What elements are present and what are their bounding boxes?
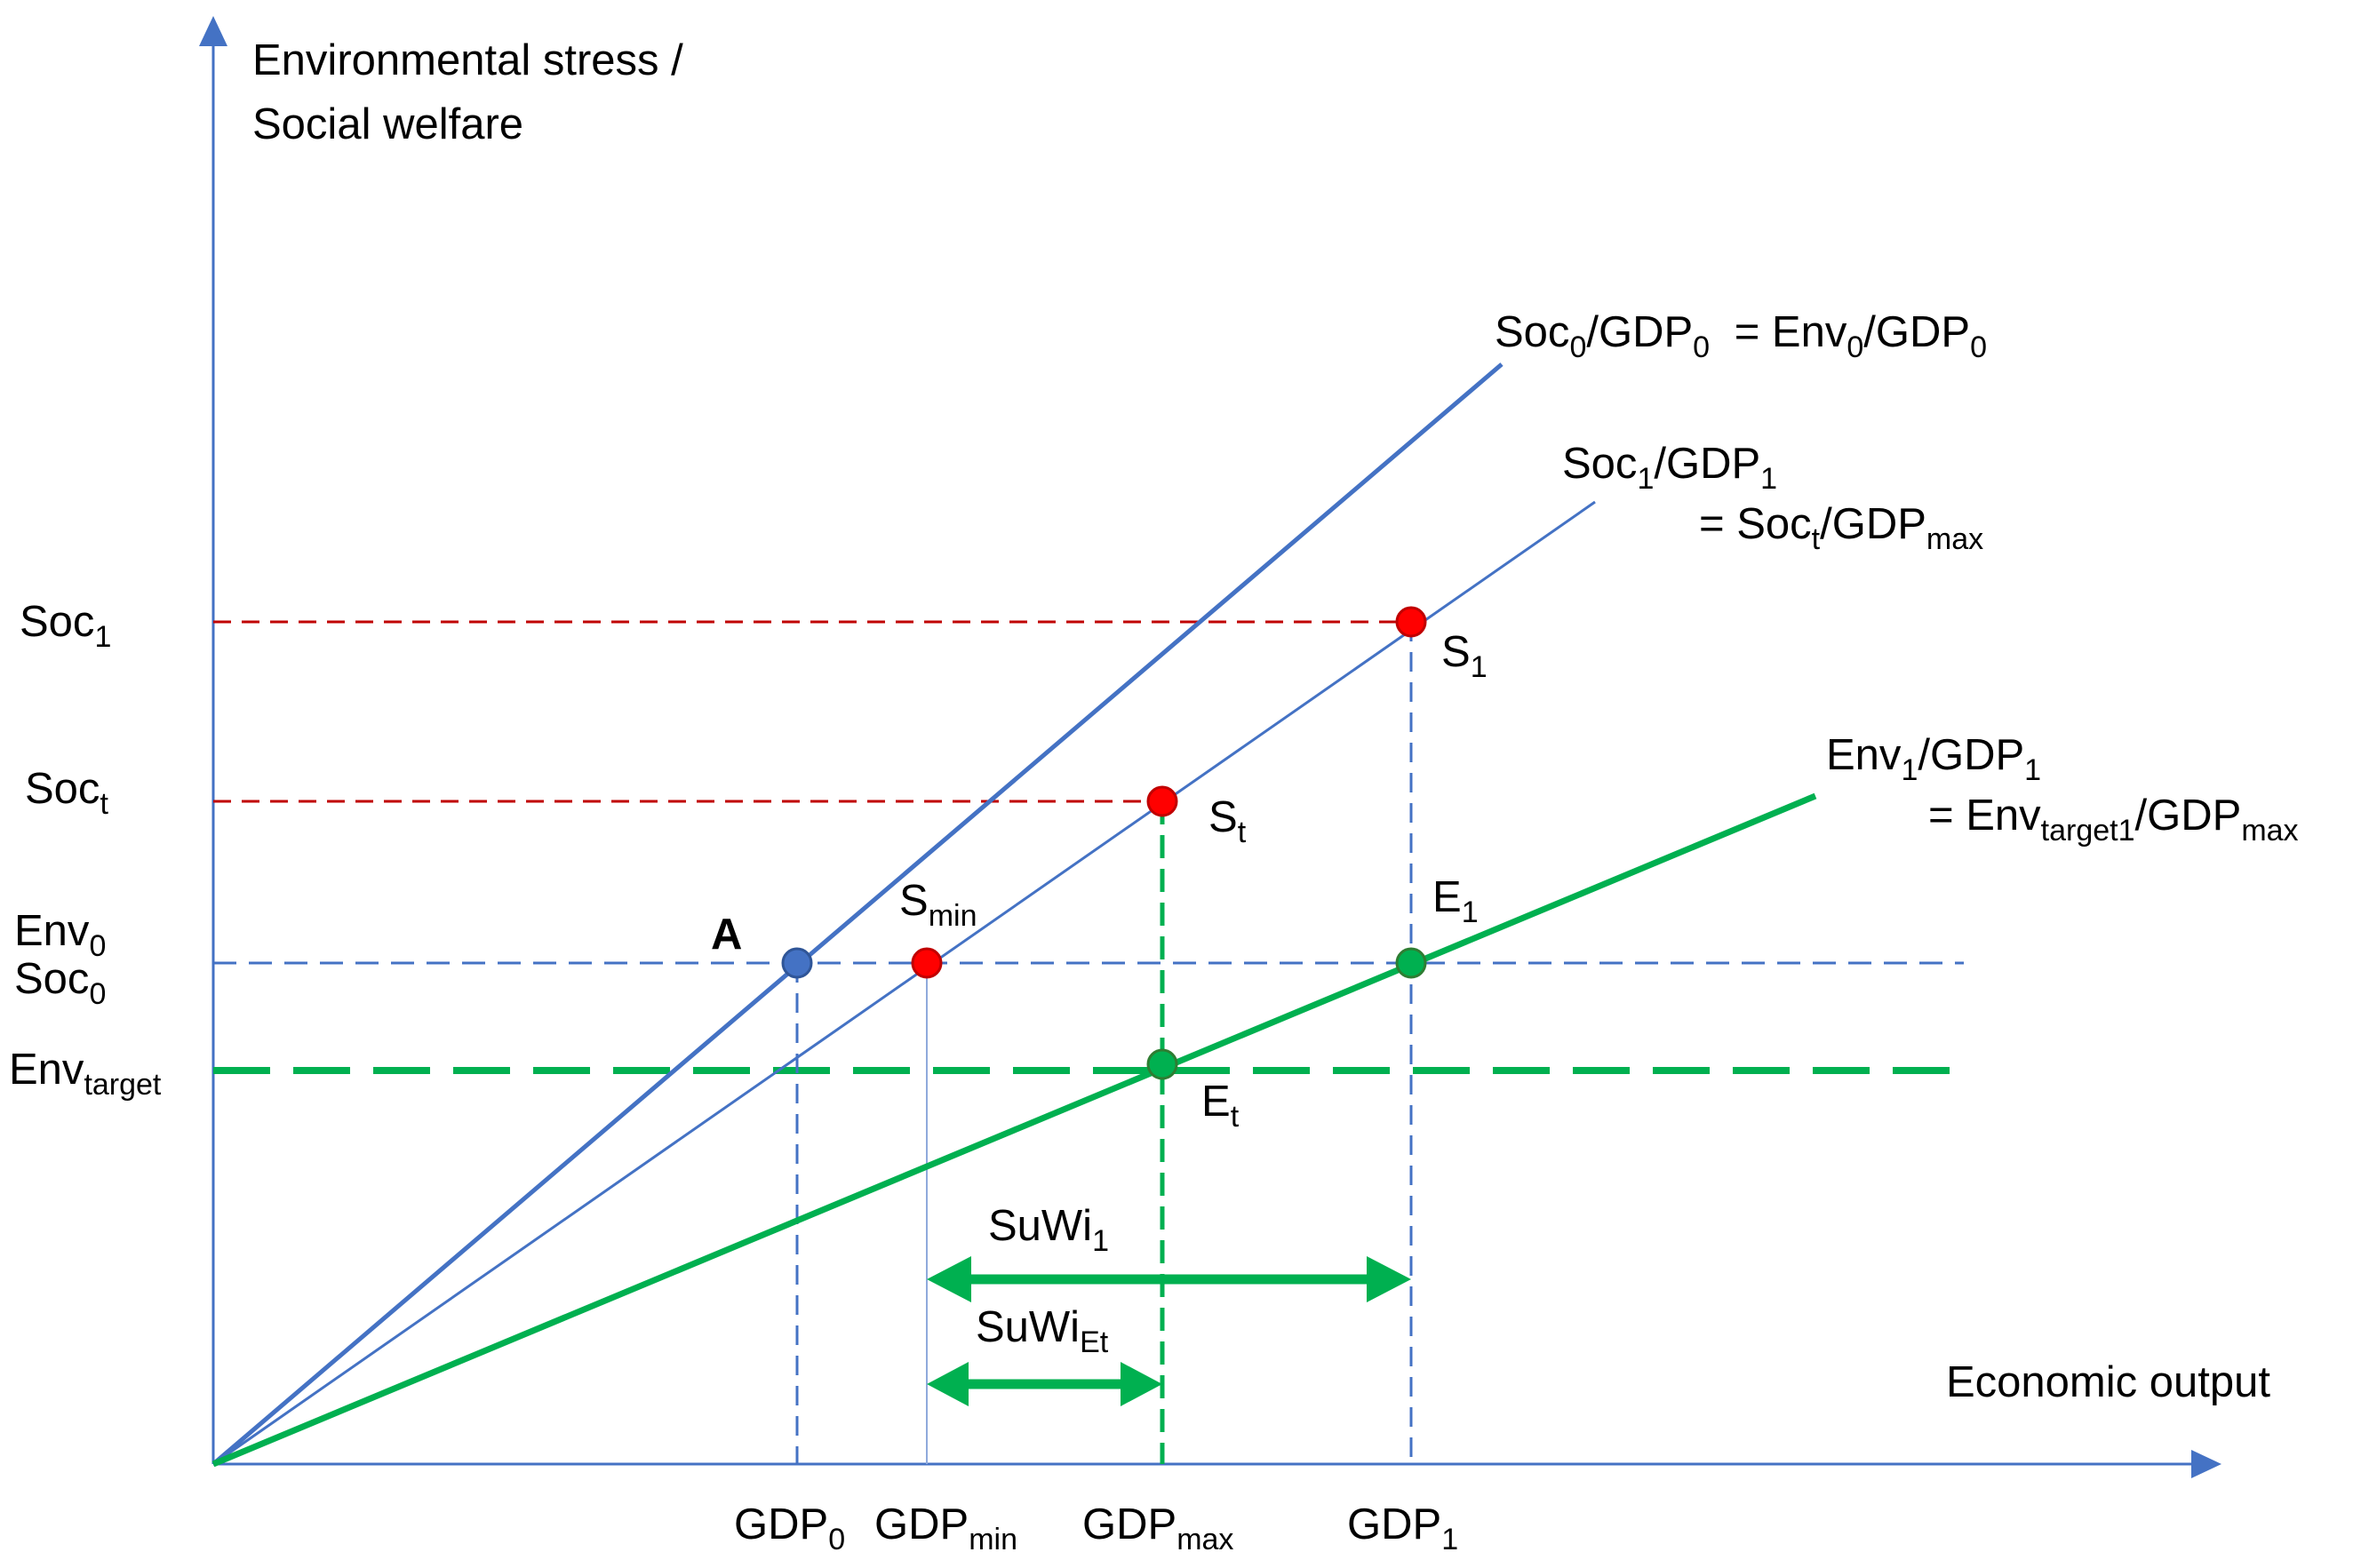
suwi1-double-arrow [927,1256,1411,1302]
env1-ray-label: Env1/GDP1 [1826,731,2041,787]
point-st [1146,785,1178,817]
y-axis-title-line2: Social welfare [252,100,523,148]
x-axis-title: Economic output [1946,1358,2270,1406]
soc0-env0-ray [211,362,1504,1466]
y-label-soc0: Soc0 [14,955,106,1011]
y-label-env0: Env0 [14,907,106,963]
y-axis-arrowhead [199,16,227,46]
point-smin [911,947,943,979]
point-a-label: A [711,911,742,959]
x-label-gdp1: GDP1 [1347,1500,1458,1556]
y-axis-title-line1: Environmental stress / [252,36,683,84]
x-axis-arrowhead [2191,1450,2221,1478]
point-e1 [1395,947,1427,979]
soc1-ray-label: Soc1/GDP1 [1562,440,1777,496]
y-label-envtarget: Envtarget [9,1046,162,1102]
soct-ray-label: = Soct/GDPmax [1699,500,1983,556]
point-et [1146,1048,1178,1080]
envtarget-ray-label: = Envtarget1/GDPmax [1928,792,2299,848]
point-smin-label: Smin [899,877,977,933]
x-label-gdpmin: GDPmin [874,1500,1017,1556]
suwi1-label: SuWi1 [988,1202,1109,1258]
point-st-label: St [1208,793,1247,849]
x-label-gdp0: GDP0 [734,1500,845,1556]
point-et-label: Et [1201,1078,1240,1134]
suwiet-label: SuWiEt [976,1303,1109,1359]
y-label-soct: Soct [25,765,108,821]
point-a [781,947,813,979]
y-label-soc1: Soc1 [20,598,111,654]
point-e1-label: E1 [1432,873,1479,929]
x-label-gdpmax: GDPmax [1082,1500,1233,1556]
soc1-ray [212,500,1596,1466]
env1-ray [211,792,1817,1468]
point-s1-label: S1 [1441,628,1488,684]
point-s1 [1395,606,1427,638]
suwiet-double-arrow [927,1362,1162,1406]
soc0-env0-ray-label: Soc0/GDP0 = Env0/GDP0 [1495,308,1987,364]
